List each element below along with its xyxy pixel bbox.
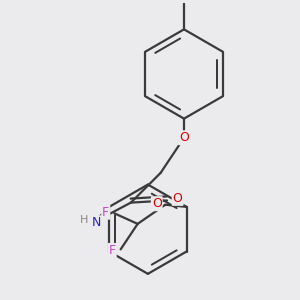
Text: H: H bbox=[80, 214, 88, 225]
Text: O: O bbox=[179, 131, 189, 144]
Text: F: F bbox=[109, 244, 116, 257]
Text: O: O bbox=[173, 192, 183, 205]
Text: N: N bbox=[92, 216, 101, 229]
Text: F: F bbox=[102, 206, 109, 219]
Text: O: O bbox=[152, 197, 162, 210]
